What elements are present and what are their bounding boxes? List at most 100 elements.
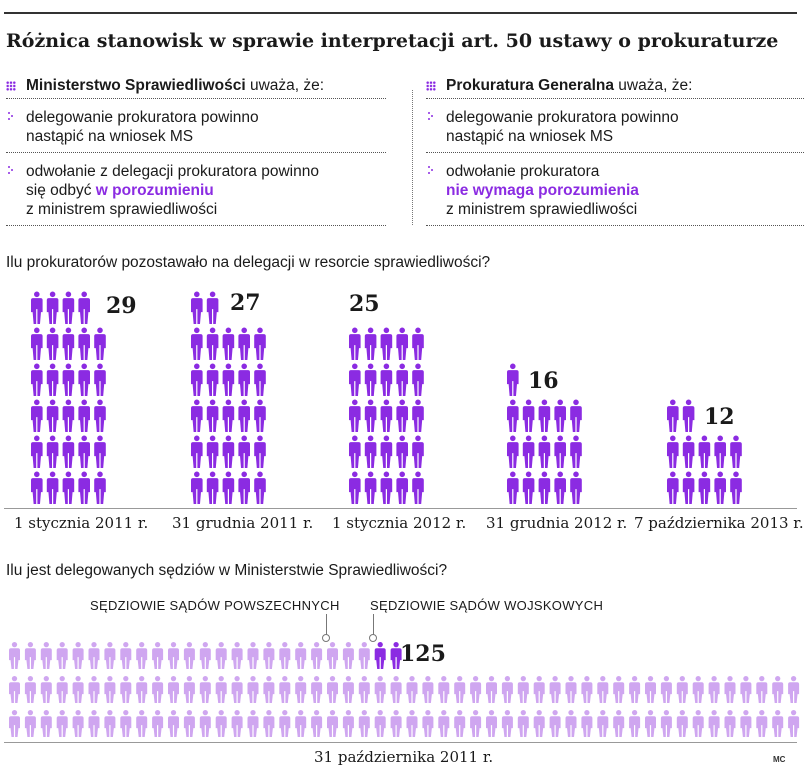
civil-judge-icon-1: [24, 710, 36, 737]
civil-judge-icon-49: [788, 710, 800, 737]
civil-judge-icon-22: [358, 710, 370, 737]
civil-judge-icon-35: [565, 710, 577, 737]
prosecutor-icon-2-1-3: [396, 435, 408, 468]
x-label-2011-01-01: 1 stycznia 2011 r.: [14, 514, 149, 532]
military-judges-callout: SĘDZIOWIE SĄDÓW WOJSKOWYCH: [370, 598, 604, 613]
prosecutor-icon-0-3-2: [62, 363, 75, 396]
prosecutor-icon-0-3-0: [31, 363, 43, 396]
civil-judge-icon-54: [72, 676, 84, 703]
prosecutor-icon-4-1-2: [698, 435, 711, 468]
prosecutor-icon-1-1-2: [222, 435, 235, 468]
prosecutor-icon-2-1-0: [349, 435, 361, 468]
prosecutor-icon-3-1-2: [538, 435, 551, 468]
prosecutor-icon-2-4-0: [349, 327, 361, 360]
prosecutor-icon-4-1-1: [682, 435, 695, 468]
civil-judge-icon-34: [549, 710, 561, 737]
prosecution-column: Prokuratura Generalna uważa, że: delegow…: [426, 74, 805, 226]
prosecutor-icon-1-1-0: [191, 435, 203, 468]
prosecutor-icon-1-3-0: [191, 363, 203, 396]
prosecutor-icon-1-4-3: [238, 327, 250, 360]
prosecutor-icon-1-0-1: [206, 471, 219, 504]
civil-judge-icon-95: [724, 676, 736, 703]
credit: MC: [773, 755, 786, 764]
civil-judge-icon-75: [406, 676, 418, 703]
prosecutor-icon-3-0-2: [538, 471, 551, 504]
prosecution-item-1-text: delegowanie prokuratora powinno nastąpić…: [446, 109, 679, 145]
civil-judge-icon-23: [374, 710, 386, 737]
prosecutor-icon-2-0-3: [396, 471, 408, 504]
civil-judge-icon-104: [72, 642, 84, 669]
prosecutor-icon-2-4-4: [412, 327, 424, 360]
bullet-icon: [428, 166, 434, 175]
civil-judge-icon-46: [740, 710, 752, 737]
page-title: Różnica stanowisk w sprawie interpretacj…: [6, 30, 779, 52]
civil-judge-icon-69: [311, 676, 323, 703]
prosecutor-icon-2-2-4: [412, 399, 424, 432]
civil-judge-icon-18: [295, 710, 307, 737]
civil-judge-icon-5: [88, 710, 100, 737]
civil-judge-icon-108: [136, 642, 148, 669]
top-rule: [4, 12, 797, 14]
civil-judge-icon-32: [517, 710, 529, 737]
prosecutor-icon-0-0-0: [31, 471, 43, 504]
row-divider: [6, 225, 386, 226]
civil-judge-icon-71: [342, 676, 354, 703]
civil-judge-icon-82: [517, 676, 529, 703]
prosecutor-icon-0-5-0: [31, 291, 43, 324]
prosecution-item-1: delegowanie prokuratora powinno nastąpić…: [426, 99, 805, 152]
civil-judge-icon-97: [756, 676, 768, 703]
prosecutor-icon-3-1-3: [554, 435, 566, 468]
prosecutor-icon-3-2-1: [522, 399, 535, 432]
prosecutor-icon-2-2-1: [364, 399, 377, 432]
value-label-29: 29: [106, 293, 137, 319]
civil-judge-icon-25: [406, 710, 418, 737]
prosecutor-icon-0-1-3: [78, 435, 90, 468]
civil-judge-icon-66: [263, 676, 275, 703]
prosecutor-icon-2-3-1: [364, 363, 377, 396]
row-divider: [6, 98, 386, 99]
prosecutor-icon-1-3-3: [238, 363, 250, 396]
civil-judge-icon-112: [199, 642, 211, 669]
prosecutor-icon-4-2-1: [682, 399, 695, 432]
prosecutor-icon-3-2-0: [507, 399, 519, 432]
civil-judge-icon-106: [104, 642, 116, 669]
prosecutor-icon-2-1-4: [412, 435, 424, 468]
civil-judge-icon-63: [215, 676, 227, 703]
prosecutor-icon-2-3-4: [412, 363, 424, 396]
civil-judge-icon-62: [199, 676, 211, 703]
row-divider: [426, 98, 805, 99]
civil-judge-icon-107: [120, 642, 132, 669]
prosecutor-icon-1-4-1: [206, 327, 219, 360]
prosecutor-icon-0-5-2: [62, 291, 75, 324]
prosecutor-icon-2-1-1: [364, 435, 377, 468]
prosecutor-icon-0-0-2: [62, 471, 75, 504]
prosecutor-icon-1-4-0: [191, 327, 203, 360]
civil-judge-icon-65: [247, 676, 259, 703]
ministry-heading-rest: uważa, że:: [245, 77, 325, 94]
prosecutor-icon-1-4-4: [254, 327, 266, 360]
civil-judge-icon-110: [168, 642, 179, 669]
civil-judge-icon-11: [183, 710, 195, 737]
prosecutor-icon-0-1-4: [94, 435, 106, 468]
prosecutor-icon-2-3-3: [396, 363, 408, 396]
civil-judge-icon-118: [295, 642, 307, 669]
civil-judge-icon-122: [358, 642, 370, 669]
civil-judge-icon-109: [152, 642, 164, 669]
civil-judge-icon-39: [629, 710, 641, 737]
civil-judge-icon-29: [470, 710, 482, 737]
x-label-2013-10-07: 7 października 2013 r.: [634, 514, 804, 532]
civil-judge-icon-101: [24, 642, 36, 669]
civil-judge-icon-119: [311, 642, 323, 669]
ministry-item-1-text: delegowanie prokuratora powinno nastąpić…: [26, 109, 259, 145]
prosecution-item-2-pre: odwołanie prokuratora: [446, 163, 600, 180]
judges-chart-title: Ilu jest delegowanych sędziów w Minister…: [6, 562, 448, 579]
civil-judge-icon-64: [231, 676, 243, 703]
prosecutor-icon-3-1-4: [570, 435, 582, 468]
prosecutor-icon-0-4-0: [31, 327, 43, 360]
civil-judge-icon-20: [327, 710, 338, 737]
civil-judge-icon-30: [486, 710, 497, 737]
civil-judge-icon-43: [692, 710, 704, 737]
civil-leader-dot: [322, 634, 330, 642]
row-divider: [426, 152, 805, 153]
prosecutor-icon-1-2-0: [191, 399, 203, 432]
